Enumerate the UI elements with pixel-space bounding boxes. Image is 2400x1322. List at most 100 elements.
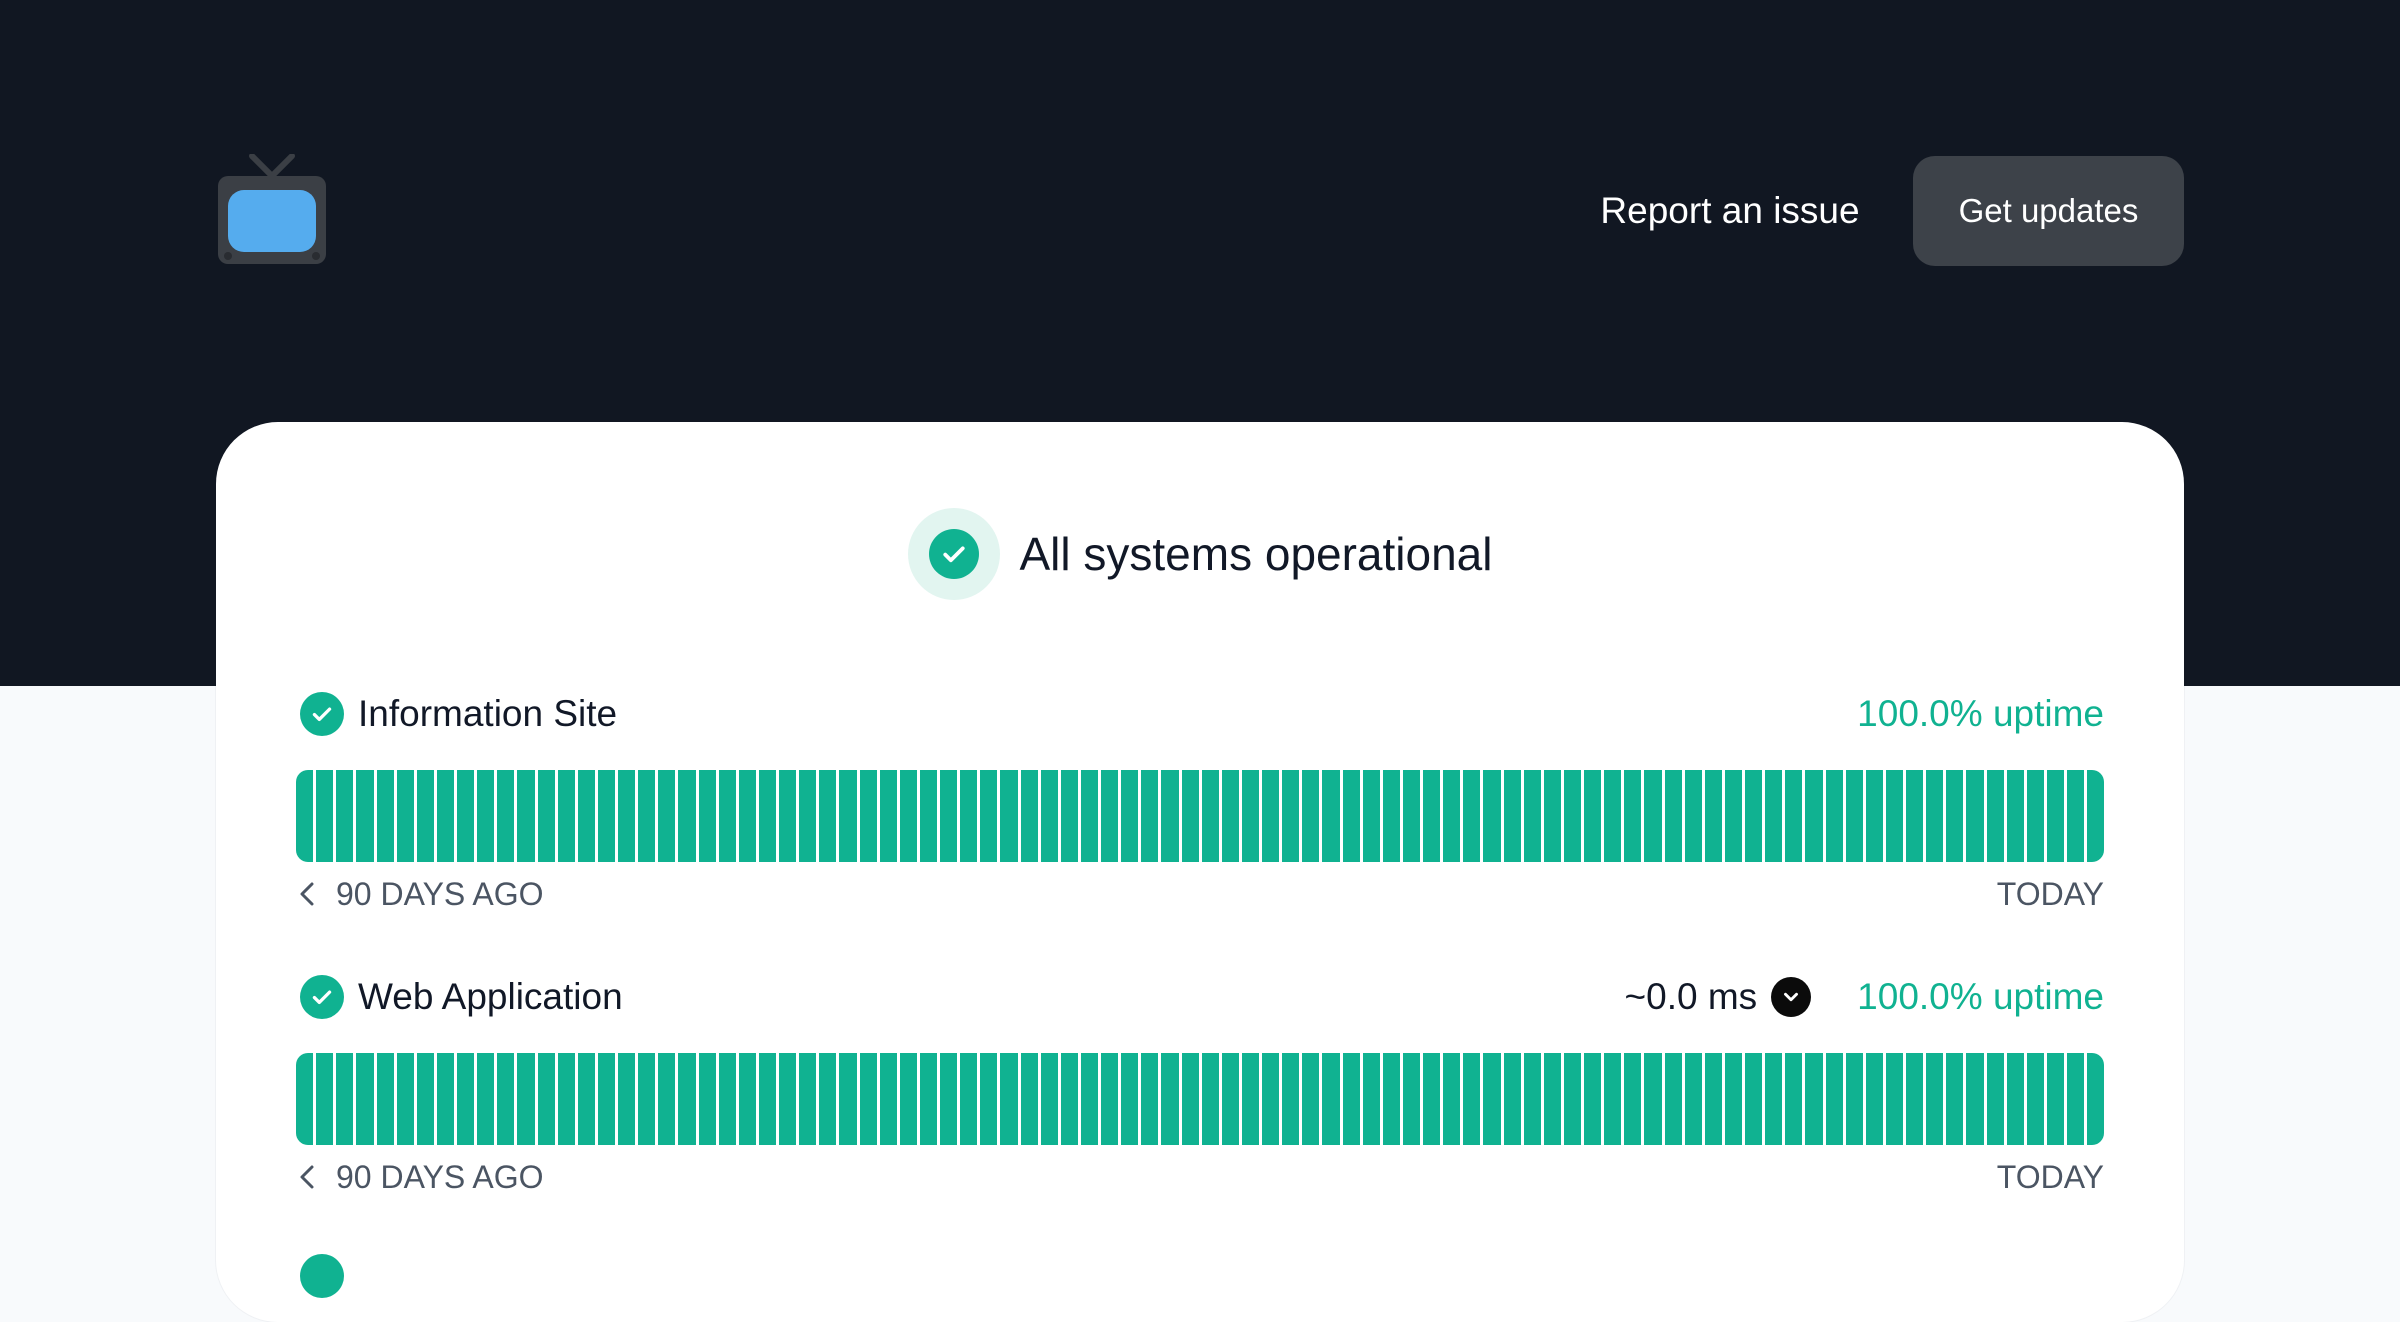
- uptime-day-segment[interactable]: [1523, 1053, 1541, 1145]
- uptime-day-segment[interactable]: [1382, 770, 1400, 862]
- uptime-day-segment[interactable]: [1704, 1053, 1722, 1145]
- uptime-day-segment[interactable]: [477, 1053, 495, 1145]
- uptime-day-segment[interactable]: [597, 1053, 615, 1145]
- uptime-day-segment[interactable]: [1906, 1053, 1924, 1145]
- uptime-day-segment[interactable]: [1201, 1053, 1219, 1145]
- uptime-day-segment[interactable]: [497, 1053, 515, 1145]
- uptime-day-segment[interactable]: [1765, 1053, 1783, 1145]
- uptime-day-segment[interactable]: [919, 770, 937, 862]
- uptime-day-segment[interactable]: [1624, 1053, 1642, 1145]
- uptime-day-segment[interactable]: [336, 770, 354, 862]
- uptime-day-segment[interactable]: [1141, 770, 1159, 862]
- uptime-day-segment[interactable]: [1745, 1053, 1763, 1145]
- uptime-day-segment[interactable]: [1805, 1053, 1823, 1145]
- chevron-left-icon[interactable]: [296, 1164, 318, 1190]
- uptime-day-segment[interactable]: [1221, 1053, 1239, 1145]
- uptime-day-segment[interactable]: [919, 1053, 937, 1145]
- uptime-day-segment[interactable]: [1121, 1053, 1139, 1145]
- uptime-day-segment[interactable]: [1684, 770, 1702, 862]
- uptime-day-segment[interactable]: [1483, 1053, 1501, 1145]
- uptime-day-segment[interactable]: [859, 770, 877, 862]
- uptime-day-segment[interactable]: [658, 1053, 676, 1145]
- uptime-day-segment[interactable]: [1342, 1053, 1360, 1145]
- uptime-day-segment[interactable]: [597, 770, 615, 862]
- tv-icon[interactable]: [216, 154, 328, 266]
- uptime-day-segment[interactable]: [1604, 1053, 1622, 1145]
- uptime-day-segment[interactable]: [1141, 1053, 1159, 1145]
- uptime-day-segment[interactable]: [396, 1053, 414, 1145]
- uptime-day-segment[interactable]: [376, 1053, 394, 1145]
- uptime-day-segment[interactable]: [1161, 770, 1179, 862]
- uptime-day-segment[interactable]: [1402, 1053, 1420, 1145]
- uptime-day-segment[interactable]: [1644, 1053, 1662, 1145]
- uptime-day-segment[interactable]: [618, 1053, 636, 1145]
- uptime-day-segment[interactable]: [1262, 770, 1280, 862]
- uptime-day-segment[interactable]: [356, 1053, 374, 1145]
- uptime-day-segment[interactable]: [1805, 770, 1823, 862]
- uptime-day-segment[interactable]: [1060, 1053, 1078, 1145]
- uptime-day-segment[interactable]: [356, 770, 374, 862]
- uptime-day-segment[interactable]: [1443, 1053, 1461, 1145]
- uptime-day-segment[interactable]: [416, 770, 434, 862]
- uptime-day-segment[interactable]: [2087, 1053, 2104, 1145]
- uptime-day-segment[interactable]: [1906, 770, 1924, 862]
- uptime-day-segment[interactable]: [436, 770, 454, 862]
- uptime-day-segment[interactable]: [1966, 770, 1984, 862]
- uptime-day-segment[interactable]: [1503, 770, 1521, 862]
- uptime-day-segment[interactable]: [1161, 1053, 1179, 1145]
- uptime-day-segment[interactable]: [678, 1053, 696, 1145]
- uptime-day-segment[interactable]: [1966, 1053, 1984, 1145]
- uptime-day-segment[interactable]: [1664, 770, 1682, 862]
- uptime-day-segment[interactable]: [416, 1053, 434, 1145]
- uptime-day-segment[interactable]: [1845, 770, 1863, 862]
- uptime-day-segment[interactable]: [1443, 770, 1461, 862]
- uptime-day-segment[interactable]: [1080, 1053, 1098, 1145]
- uptime-day-segment[interactable]: [678, 770, 696, 862]
- uptime-day-segment[interactable]: [1745, 770, 1763, 862]
- uptime-day-segment[interactable]: [316, 1053, 334, 1145]
- uptime-day-segment[interactable]: [1624, 770, 1642, 862]
- uptime-day-segment[interactable]: [1865, 770, 1883, 862]
- uptime-day-segment[interactable]: [1463, 1053, 1481, 1145]
- uptime-day-segment[interactable]: [316, 770, 334, 862]
- uptime-day-segment[interactable]: [1302, 770, 1320, 862]
- uptime-day-segment[interactable]: [1986, 770, 2004, 862]
- uptime-day-segment[interactable]: [1885, 770, 1903, 862]
- uptime-day-segment[interactable]: [638, 1053, 656, 1145]
- uptime-day-segment[interactable]: [839, 1053, 857, 1145]
- uptime-day-segment[interactable]: [497, 770, 515, 862]
- uptime-day-segment[interactable]: [557, 1053, 575, 1145]
- uptime-day-segment[interactable]: [517, 770, 535, 862]
- uptime-day-segment[interactable]: [2046, 770, 2064, 862]
- uptime-day-segment[interactable]: [799, 770, 817, 862]
- uptime-day-segment[interactable]: [718, 770, 736, 862]
- uptime-day-segment[interactable]: [1543, 1053, 1561, 1145]
- uptime-day-segment[interactable]: [1241, 1053, 1259, 1145]
- uptime-day-segment[interactable]: [819, 1053, 837, 1145]
- uptime-day-segment[interactable]: [960, 1053, 978, 1145]
- uptime-day-segment[interactable]: [1644, 770, 1662, 862]
- uptime-day-segment[interactable]: [1221, 770, 1239, 862]
- uptime-day-segment[interactable]: [517, 1053, 535, 1145]
- uptime-day-segment[interactable]: [296, 1053, 314, 1145]
- uptime-day-segment[interactable]: [577, 770, 595, 862]
- uptime-day-segment[interactable]: [2006, 1053, 2024, 1145]
- uptime-day-segment[interactable]: [819, 770, 837, 862]
- uptime-day-segment[interactable]: [1885, 1053, 1903, 1145]
- uptime-day-segment[interactable]: [779, 1053, 797, 1145]
- uptime-day-segment[interactable]: [839, 770, 857, 862]
- uptime-day-segment[interactable]: [718, 1053, 736, 1145]
- uptime-day-segment[interactable]: [779, 770, 797, 862]
- uptime-day-segment[interactable]: [436, 1053, 454, 1145]
- uptime-day-segment[interactable]: [336, 1053, 354, 1145]
- uptime-day-segment[interactable]: [2067, 770, 2085, 862]
- uptime-day-segment[interactable]: [1382, 1053, 1400, 1145]
- report-issue-link[interactable]: Report an issue: [1600, 190, 1860, 231]
- uptime-day-segment[interactable]: [638, 770, 656, 862]
- uptime-day-segment[interactable]: [1825, 1053, 1843, 1145]
- uptime-day-segment[interactable]: [1483, 770, 1501, 862]
- uptime-day-segment[interactable]: [1584, 1053, 1602, 1145]
- uptime-day-segment[interactable]: [1020, 770, 1038, 862]
- uptime-day-segment[interactable]: [2087, 770, 2104, 862]
- uptime-day-segment[interactable]: [940, 1053, 958, 1145]
